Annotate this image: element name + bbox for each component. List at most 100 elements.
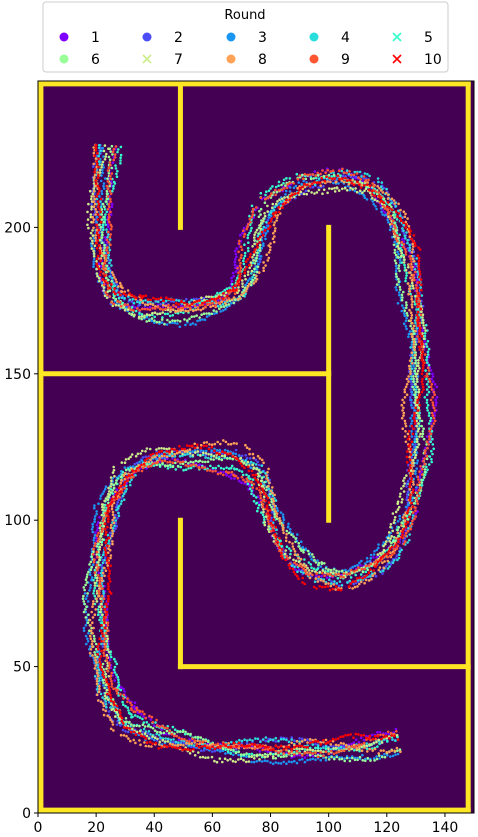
data-point — [92, 151, 96, 155]
data-point — [259, 740, 262, 744]
data-point — [234, 751, 238, 755]
data-point — [101, 645, 105, 648]
data-point — [350, 747, 354, 751]
data-point — [402, 229, 405, 233]
data-point — [424, 329, 427, 332]
data-point — [92, 226, 95, 230]
data-point — [394, 204, 398, 208]
data-point — [394, 510, 398, 514]
data-point — [96, 650, 99, 653]
data-point — [93, 517, 96, 521]
data-point — [403, 482, 406, 485]
data-point — [95, 267, 98, 271]
data-point — [349, 576, 353, 579]
data-point — [330, 580, 334, 583]
data-point — [225, 287, 229, 291]
data-point — [327, 747, 330, 751]
data-point — [262, 217, 265, 220]
data-point — [195, 297, 198, 301]
data-point — [101, 231, 104, 234]
data-point — [82, 600, 86, 603]
data-point — [143, 732, 147, 735]
data-point — [107, 254, 111, 257]
data-point — [196, 450, 200, 453]
data-point — [383, 214, 387, 217]
data-point — [267, 251, 271, 254]
data-point — [424, 323, 428, 327]
data-point — [85, 594, 89, 598]
data-point — [310, 558, 313, 561]
data-point — [93, 581, 97, 585]
data-point — [388, 540, 391, 543]
data-point — [412, 287, 415, 290]
data-point — [412, 380, 415, 383]
data-point — [307, 189, 310, 193]
data-point — [407, 377, 411, 381]
data-point — [410, 281, 414, 285]
data-point — [404, 277, 408, 280]
data-point — [333, 757, 336, 761]
data-point — [394, 269, 398, 273]
data-point — [413, 393, 417, 397]
data-point — [412, 343, 416, 346]
data-point — [117, 685, 120, 688]
data-point — [103, 158, 107, 161]
data-point — [416, 332, 419, 336]
data-point — [359, 578, 362, 582]
data-point — [250, 483, 254, 487]
data-point — [341, 187, 344, 191]
data-point — [116, 516, 119, 520]
data-point — [376, 745, 379, 748]
data-point — [347, 183, 351, 186]
data-point — [377, 754, 381, 757]
data-point — [100, 189, 103, 193]
data-point — [95, 197, 99, 201]
data-point — [115, 503, 119, 507]
data-point — [406, 479, 410, 483]
data-point — [418, 416, 422, 420]
data-point — [246, 273, 250, 276]
data-point — [257, 215, 261, 219]
data-point — [103, 487, 107, 491]
data-point — [265, 226, 268, 230]
data-point — [281, 513, 285, 516]
data-point — [417, 406, 421, 410]
data-point — [296, 533, 299, 536]
data-point — [132, 301, 136, 305]
data-point — [105, 686, 108, 689]
data-point — [98, 618, 101, 622]
data-point — [413, 369, 417, 373]
data-point — [391, 561, 395, 564]
data-point — [99, 535, 102, 538]
data-point — [412, 324, 416, 328]
data-point — [290, 736, 294, 739]
data-point — [92, 146, 95, 149]
data-point — [409, 396, 412, 399]
data-point — [257, 469, 261, 472]
data-point — [396, 749, 399, 753]
data-point — [343, 757, 346, 760]
data-point — [397, 526, 401, 529]
data-point — [249, 477, 252, 481]
data-point — [116, 506, 120, 509]
data-point — [101, 492, 104, 496]
data-point — [279, 539, 282, 543]
data-point — [409, 276, 412, 280]
data-point — [249, 457, 252, 460]
data-point — [263, 212, 266, 215]
data-point — [412, 337, 416, 341]
data-point — [101, 225, 105, 229]
data-point — [242, 226, 246, 230]
data-point — [247, 279, 250, 282]
data-point — [264, 264, 267, 267]
data-point — [397, 267, 400, 270]
data-point — [269, 752, 272, 756]
data-point — [231, 283, 234, 286]
data-point — [404, 422, 407, 425]
data-point — [151, 303, 155, 307]
data-point — [115, 710, 119, 714]
data-point — [154, 305, 157, 308]
data-point — [130, 306, 134, 309]
data-point — [394, 727, 398, 731]
data-point — [204, 453, 208, 457]
